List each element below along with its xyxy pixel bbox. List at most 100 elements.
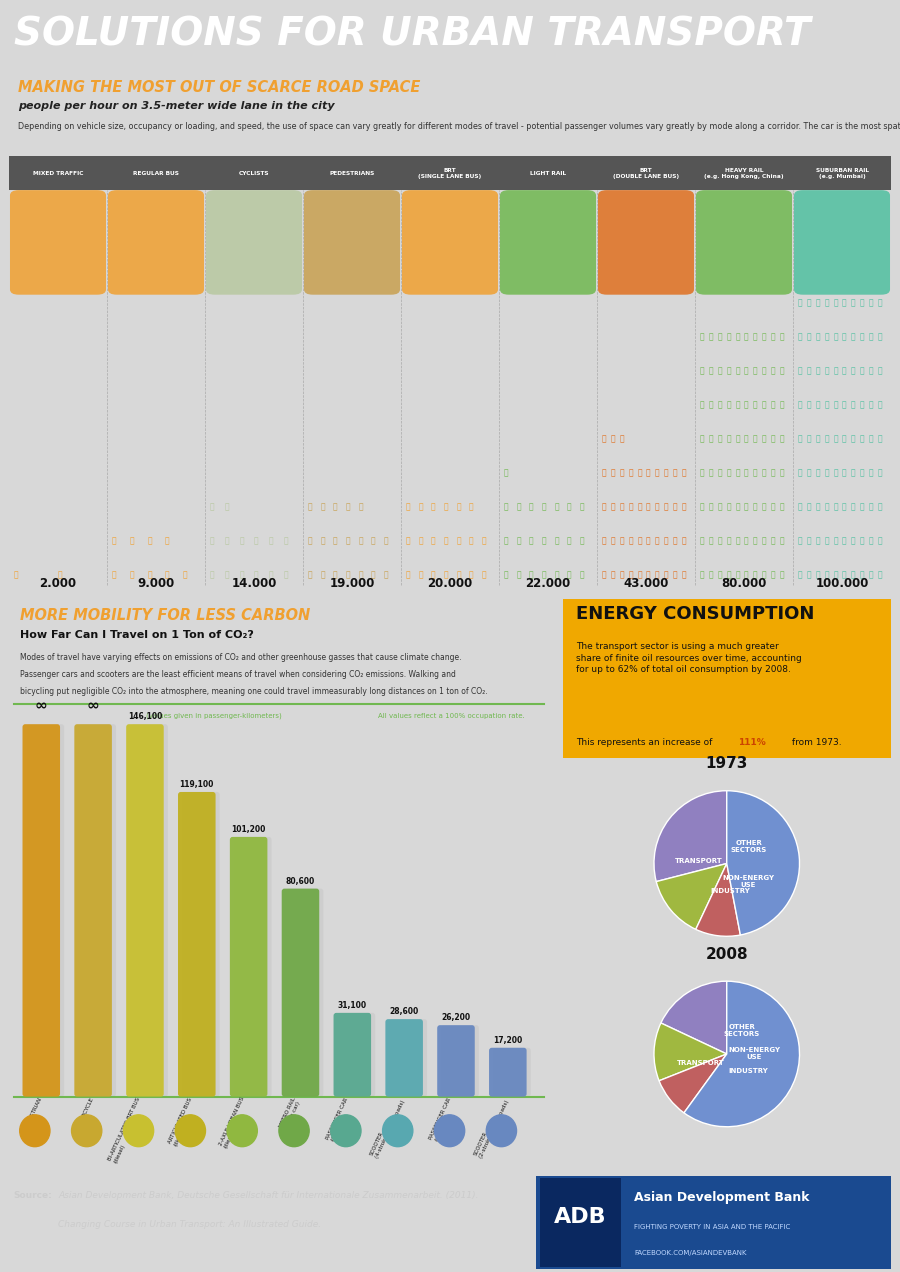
Text: SOLUTIONS FOR URBAN TRANSPORT: SOLUTIONS FOR URBAN TRANSPORT [14,17,810,53]
Wedge shape [696,864,741,936]
Text: ⛹: ⛹ [860,435,864,444]
Text: 17,200: 17,200 [493,1035,523,1044]
Text: BICYCLE: BICYCLE [81,1096,94,1118]
Text: ⛹: ⛹ [824,537,829,546]
Text: ⛹: ⛹ [646,571,651,580]
Text: 20.000: 20.000 [428,577,473,590]
Text: ⛹: ⛹ [833,401,838,410]
Text: ⛹: ⛹ [806,366,811,375]
Text: ⛹: ⛹ [383,537,388,546]
FancyBboxPatch shape [234,837,272,1096]
Text: ⛹: ⛹ [542,502,546,511]
Text: ⛹: ⛹ [619,571,625,580]
Text: ⛹: ⛹ [860,468,864,478]
Circle shape [279,1114,310,1146]
Text: ⛹: ⛹ [284,537,288,546]
Text: ⛹: ⛹ [406,571,410,580]
Text: ⛹: ⛹ [726,571,731,580]
Text: ⛹: ⛹ [269,571,274,580]
Text: ⛹: ⛹ [770,571,775,580]
Text: 80.000: 80.000 [721,577,767,590]
Text: MAKING THE MOST OUT OF SCARCE ROAD SPACE: MAKING THE MOST OUT OF SCARCE ROAD SPACE [18,80,420,95]
Text: ⛹: ⛹ [504,502,508,511]
Text: ⛹: ⛹ [761,333,766,342]
Text: Asian Development Bank, Deutsche Gesellschaft für Internationale Zusammenarbeit.: Asian Development Bank, Deutsche Gesells… [58,1191,479,1199]
Text: ⛹: ⛹ [284,571,288,580]
Text: ⛹: ⛹ [308,537,312,546]
Text: ⛹: ⛹ [770,435,775,444]
Text: ⛹: ⛹ [580,571,584,580]
Text: MIXED TRAFFIC: MIXED TRAFFIC [32,170,83,176]
Text: ⛹: ⛹ [542,571,546,580]
Text: ⛹: ⛹ [798,401,803,410]
Text: CYCLISTS: CYCLISTS [238,170,269,176]
Text: ⛹: ⛹ [842,401,847,410]
Text: ⛹: ⛹ [842,537,847,546]
Text: ⛹: ⛹ [602,537,607,546]
Text: ⛹: ⛹ [602,502,607,511]
Text: ⛹: ⛹ [735,366,740,375]
FancyBboxPatch shape [22,724,60,1096]
Text: ⛹: ⛹ [431,571,436,580]
Text: ⛹: ⛹ [726,401,731,410]
Text: 146,100: 146,100 [128,712,162,721]
Text: ⛹: ⛹ [637,537,642,546]
Circle shape [176,1114,205,1146]
Text: Source:: Source: [14,1191,52,1199]
Text: ⛹: ⛹ [225,571,230,580]
Text: ⛹: ⛹ [308,571,312,580]
FancyBboxPatch shape [75,724,112,1096]
Text: ⛹: ⛹ [628,468,633,478]
Text: ⛹: ⛹ [320,502,325,511]
Text: ⛹: ⛹ [752,401,758,410]
Text: ⛹: ⛹ [824,401,829,410]
Text: ⛹: ⛹ [504,571,508,580]
Text: ⛹: ⛹ [529,502,534,511]
Text: ⛹: ⛹ [726,468,731,478]
Text: ⛹: ⛹ [717,571,722,580]
Text: ⛹: ⛹ [806,571,811,580]
Text: ⛹: ⛹ [850,401,855,410]
Text: ⛹: ⛹ [529,537,534,546]
Text: ⛹: ⛹ [860,502,864,511]
Text: ⛹: ⛹ [444,537,448,546]
Circle shape [435,1114,464,1146]
Circle shape [331,1114,361,1146]
Text: ⛹: ⛹ [504,537,508,546]
Text: NON-ENERGY
USE: NON-ENERGY USE [722,875,774,888]
Text: Asian Development Bank: Asian Development Bank [634,1191,810,1203]
Text: ⛹: ⛹ [681,537,686,546]
Text: ⛹: ⛹ [717,537,722,546]
Text: 43.000: 43.000 [624,577,669,590]
Text: ⛹: ⛹ [752,537,758,546]
FancyBboxPatch shape [493,1048,531,1096]
Text: 111%: 111% [738,739,766,748]
Text: ⛹: ⛹ [850,435,855,444]
Text: ⛹: ⛹ [752,571,758,580]
Text: ⛹: ⛹ [225,502,230,511]
Text: ⛹: ⛹ [567,502,572,511]
Text: ⛹: ⛹ [744,366,749,375]
Text: 80,600: 80,600 [286,876,315,885]
Text: ⛹: ⛹ [833,502,838,511]
Text: ⛹: ⛹ [637,502,642,511]
Text: ⛹: ⛹ [878,333,882,342]
Text: ⛹: ⛹ [655,537,660,546]
FancyBboxPatch shape [402,190,498,295]
FancyBboxPatch shape [598,190,694,295]
Text: ⛹: ⛹ [798,333,803,342]
Text: ⛹: ⛹ [860,333,864,342]
Wedge shape [684,981,799,1127]
Text: ⛹: ⛹ [717,366,722,375]
Text: ⛹: ⛹ [717,468,722,478]
Text: Changing Course in Urban Transport: An Illustrated Guide.: Changing Course in Urban Transport: An I… [58,1220,321,1230]
Text: ⛹: ⛹ [815,401,820,410]
Text: ⛹: ⛹ [735,502,740,511]
Text: ⛹: ⛹ [637,571,642,580]
Wedge shape [656,864,727,930]
Text: ⛹: ⛹ [726,537,731,546]
Text: ⛹: ⛹ [663,537,669,546]
Text: ⛹: ⛹ [542,537,546,546]
Text: ⛹: ⛹ [611,502,616,511]
Text: ⛹: ⛹ [735,571,740,580]
